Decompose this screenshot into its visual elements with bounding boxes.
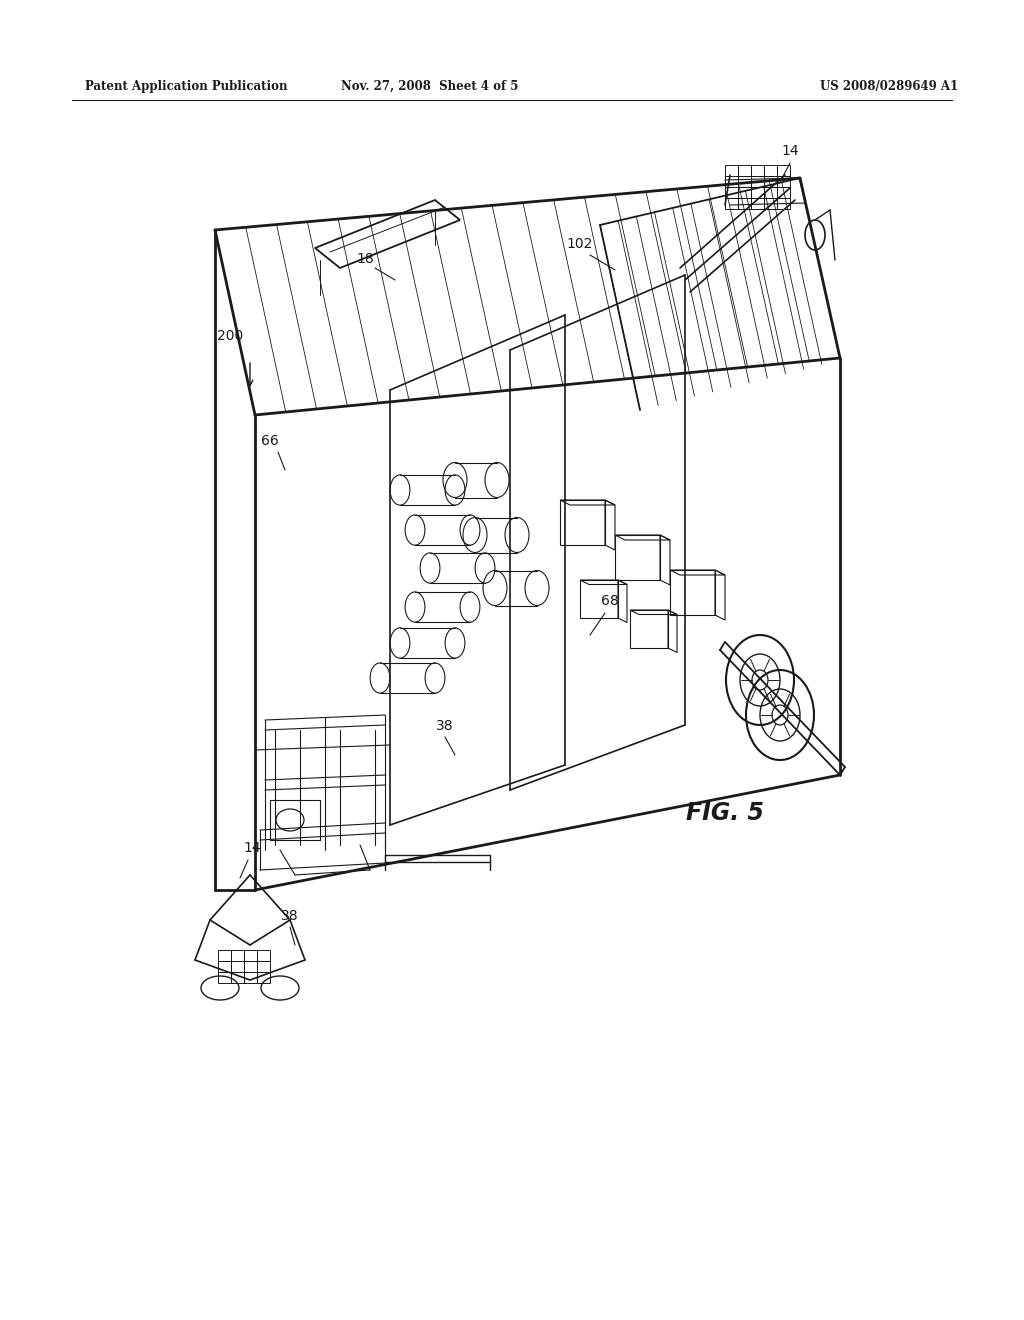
Bar [764,198,777,209]
Text: Patent Application Publication: Patent Application Publication [85,81,288,92]
Bar [218,961,231,972]
Bar [218,950,231,961]
Bar [738,176,751,187]
Bar [231,961,244,972]
Text: 14: 14 [781,144,799,158]
Bar [764,187,777,198]
Bar [777,198,790,209]
Text: 102: 102 [567,238,593,251]
Bar [244,961,257,972]
Bar [257,972,270,983]
Bar [725,176,738,187]
Bar [751,198,764,209]
Bar [257,961,270,972]
Text: 68: 68 [601,594,618,609]
Bar [764,165,777,176]
Text: 66: 66 [261,434,279,447]
Bar [231,972,244,983]
Bar [218,972,231,983]
Bar [777,187,790,198]
Bar [725,187,738,198]
Bar [257,950,270,961]
Text: 200: 200 [217,329,243,343]
Bar [231,950,244,961]
Bar [764,176,777,187]
Bar [751,165,764,176]
Bar [725,165,738,176]
Bar [751,187,764,198]
Bar [725,198,738,209]
Bar [244,972,257,983]
Text: 38: 38 [436,719,454,733]
Text: 18: 18 [356,252,374,267]
Bar [777,165,790,176]
Bar [738,187,751,198]
Bar [244,950,257,961]
Text: 38: 38 [282,909,299,923]
Text: FIG. 5: FIG. 5 [686,801,764,825]
Text: 14: 14 [243,841,261,855]
Bar [777,176,790,187]
Text: US 2008/0289649 A1: US 2008/0289649 A1 [820,81,958,92]
Bar [751,176,764,187]
Bar [738,165,751,176]
Bar [738,198,751,209]
Text: Nov. 27, 2008  Sheet 4 of 5: Nov. 27, 2008 Sheet 4 of 5 [341,81,519,92]
